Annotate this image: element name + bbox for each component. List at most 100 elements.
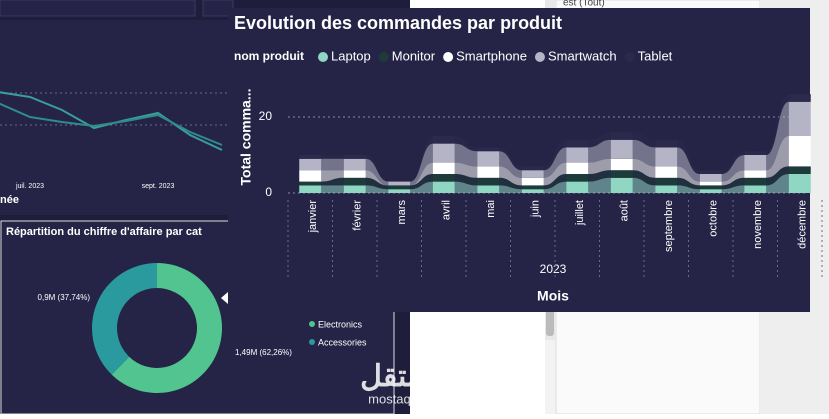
- x-tick-label: janvier: [307, 200, 319, 234]
- ribbon-segment: [744, 151, 767, 155]
- ribbon-segment: [788, 101, 811, 136]
- ribbon-segment: [566, 181, 589, 193]
- x-tick-label: novembre: [752, 200, 764, 249]
- legend-label: Tablet: [638, 48, 673, 63]
- ribbon-segment: [744, 185, 767, 193]
- ribbon: [499, 177, 522, 190]
- ribbon: [632, 177, 656, 193]
- ribbon-segment: [432, 136, 455, 144]
- legend-label: Monitor: [392, 48, 436, 63]
- x-tick-label: septembre: [663, 200, 675, 252]
- ribbon: [677, 185, 700, 193]
- ribbon: [321, 185, 344, 193]
- ribbon: [499, 147, 522, 171]
- ribbon-segment: [388, 189, 411, 193]
- legend-marker: [624, 52, 635, 62]
- ribbon: [454, 181, 478, 193]
- ribbon: [410, 181, 433, 193]
- x-tick-label: juillet: [574, 200, 586, 226]
- ribbon-segment: [477, 147, 500, 152]
- ribbon-segment: [432, 181, 455, 193]
- ribbon-segment: [477, 151, 500, 167]
- data-label: 0,9M (37,74%): [38, 293, 91, 302]
- legend-marker: [309, 339, 315, 345]
- watermark-latin: mostaql.com: [368, 391, 442, 406]
- ribbon: [321, 155, 344, 159]
- ribbon-segment: [388, 185, 411, 190]
- ribbon-segment: [299, 185, 322, 193]
- x-tick-label: mars: [396, 200, 408, 225]
- ribbon-segment: [343, 177, 366, 186]
- legend-marker: [534, 52, 545, 62]
- ribbon: [721, 151, 745, 174]
- ribbon: [766, 136, 789, 178]
- legend-label: Laptop: [331, 48, 371, 63]
- ribbon-segment: [655, 166, 678, 178]
- ribbon: [632, 170, 656, 186]
- ribbon-segment: [477, 185, 500, 193]
- x-tick-label: décembre: [797, 200, 809, 249]
- ribbon-segment: [299, 158, 322, 171]
- ribbon-segment: [477, 166, 500, 178]
- ribbon-segment: [744, 155, 767, 171]
- legend-label: Accessories: [318, 337, 367, 347]
- watermark-arabic: مستقل: [360, 360, 450, 393]
- x-tick-label: avril: [441, 200, 453, 220]
- ribbon: [321, 170, 344, 182]
- ribbon-segment: [610, 139, 633, 159]
- x-tick-label: juin: [530, 200, 542, 218]
- ribbon: [677, 139, 700, 174]
- ribbon: [588, 139, 611, 163]
- ribbon: [766, 94, 789, 155]
- ribbon-segment: [521, 185, 544, 190]
- ribbon-segment: [432, 174, 455, 182]
- ribbon: [677, 177, 700, 190]
- ribbon: [365, 158, 389, 186]
- x-axis-title: Mois: [537, 288, 569, 304]
- legend-marker: [443, 52, 454, 62]
- ribbon-segment: [788, 166, 811, 174]
- ribbon: [766, 166, 789, 186]
- axis-title: née: [0, 194, 19, 206]
- y-tick-label: 20: [259, 109, 273, 123]
- ribbon-segment: [299, 155, 322, 159]
- ribbon: [410, 136, 433, 182]
- ribbon-segment: [343, 155, 366, 159]
- ribbon: [721, 155, 745, 182]
- legend-marker: [309, 321, 315, 327]
- ribbon: [543, 139, 567, 171]
- legend-label: Smartwatch: [548, 48, 617, 63]
- ribbon-segment: [343, 170, 366, 178]
- ribbon-segment: [788, 174, 811, 193]
- y-axis-title: Total comma...: [238, 89, 254, 186]
- ribbon-segment: [655, 185, 678, 193]
- ribbon: [365, 177, 389, 190]
- ribbon-segment: [610, 158, 633, 171]
- legend-marker: [378, 52, 389, 62]
- ribbon-segment: [699, 170, 722, 174]
- donut-slice: [111, 263, 223, 393]
- ribbon: [766, 174, 789, 193]
- ribbon: [721, 177, 745, 190]
- ribbon-segment: [521, 170, 544, 178]
- legend-marker: [318, 52, 328, 62]
- ribbon-segment: [655, 177, 678, 186]
- ribbon-segment: [521, 189, 544, 193]
- ribbon: [543, 162, 567, 186]
- ribbon-segment: [432, 143, 455, 163]
- ribbon: [677, 166, 700, 186]
- ribbon-segment: [477, 177, 500, 186]
- ribbon: [543, 147, 567, 178]
- ribbon: [588, 158, 611, 174]
- ribbon-segment: [788, 94, 811, 102]
- ribbon: [499, 185, 522, 193]
- y-tick-label: 0: [265, 185, 272, 199]
- ribbon-segment: [699, 174, 722, 182]
- legend-title: nom produit: [234, 49, 304, 63]
- legend-label: Electronics: [318, 319, 363, 329]
- ribbon: [588, 177, 611, 193]
- ribbon-segment: [788, 136, 811, 167]
- donut-title: Répartition du chiffre d'affaire par cat: [6, 226, 202, 238]
- ribbon-segment: [566, 147, 589, 163]
